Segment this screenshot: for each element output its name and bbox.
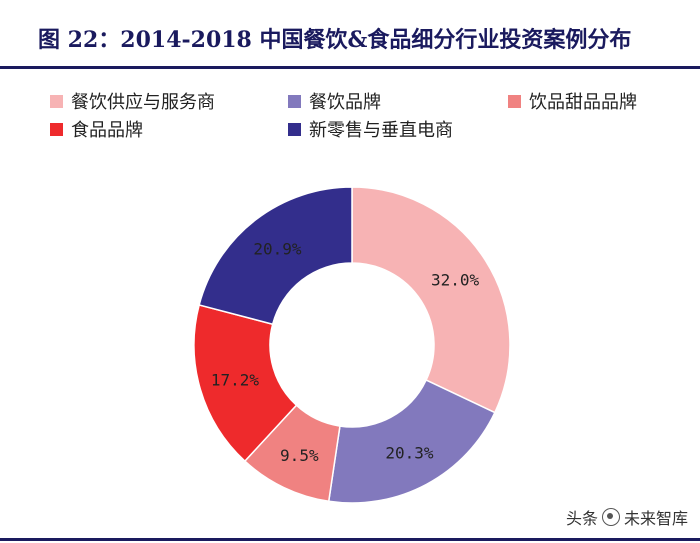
legend-swatch-4 <box>288 122 301 136</box>
slice-label-4: 20.9% <box>253 239 302 258</box>
slice-label-0: 32.0% <box>431 271 480 290</box>
legend-swatch-2 <box>508 94 521 108</box>
donut-slice-1 <box>327 379 496 504</box>
donut-slice-4 <box>198 186 353 326</box>
title-divider <box>0 66 700 69</box>
watermark-prefix: 头条 <box>565 509 598 528</box>
legend-swatch-1 <box>288 94 301 108</box>
legend-swatch-3 <box>50 122 63 136</box>
slice-label-2: 9.5% <box>280 446 319 465</box>
legend-label-4: 新零售与垂直电商 <box>309 120 453 141</box>
slice-label-3: 17.2% <box>211 370 260 389</box>
legend-label-0: 餐饮供应与服务商 <box>71 92 215 113</box>
watermark: 头条 未来智库 <box>566 505 688 529</box>
legend-label-2: 饮品甜品品牌 <box>529 92 637 113</box>
watermark-source: 未来智库 <box>623 509 688 528</box>
donut-slice-0 <box>351 186 511 414</box>
legend-item-4: 新零售与垂直电商 <box>288 116 453 142</box>
camera-icon <box>601 508 620 526</box>
legend-item-2: 饮品甜品品牌 <box>508 88 637 114</box>
legend-swatch-0 <box>50 94 63 108</box>
slice-label-1: 20.3% <box>385 444 434 463</box>
legend-label-1: 餐饮品牌 <box>309 92 381 113</box>
legend-item-1: 餐饮品牌 <box>288 88 381 114</box>
chart-title: 图 22：2014-2018 中国餐饮&食品细分行业投资案例分布 <box>38 27 632 53</box>
legend-item-0: 餐饮供应与服务商 <box>50 88 215 114</box>
legend-label-3: 食品品牌 <box>71 120 143 141</box>
bottom-divider <box>0 538 700 541</box>
legend-item-3: 食品品牌 <box>50 116 143 142</box>
donut-slice-3 <box>193 304 298 463</box>
